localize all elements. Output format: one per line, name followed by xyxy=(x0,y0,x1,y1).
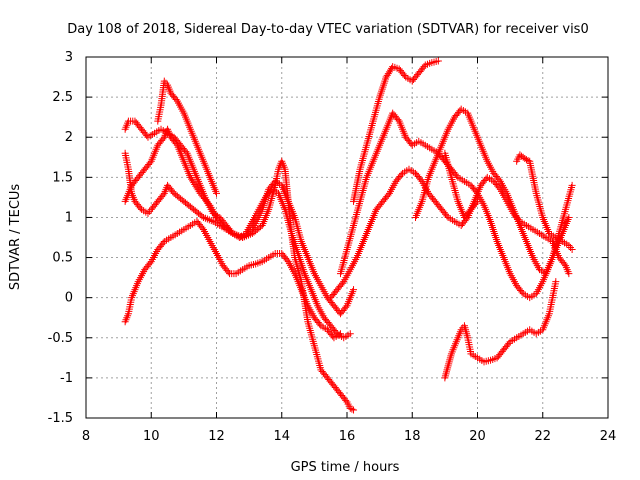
data-point-marker xyxy=(518,288,526,296)
y-tick-label: 0.5 xyxy=(52,251,73,266)
grid-lines xyxy=(86,57,608,418)
data-point-marker xyxy=(434,57,442,65)
series-track-e xyxy=(154,77,220,197)
data-marks xyxy=(121,57,576,414)
data-point-marker xyxy=(213,189,220,197)
series-track-i xyxy=(441,278,560,382)
data-point-marker xyxy=(159,191,167,199)
data-point-marker xyxy=(198,224,206,232)
y-tick-label: 3 xyxy=(65,50,73,65)
y-axis-label: SDTVAR / TECUs xyxy=(8,184,23,291)
x-tick-label: 22 xyxy=(534,429,551,444)
series-track-c xyxy=(121,117,354,342)
data-point-marker xyxy=(505,339,513,347)
data-point-marker xyxy=(495,176,503,184)
data-point-marker xyxy=(338,279,346,287)
x-tick-label: 16 xyxy=(339,429,356,444)
data-point-marker xyxy=(417,176,425,184)
data-point-marker xyxy=(346,404,354,412)
y-tick-label: 2 xyxy=(65,130,73,145)
data-point-marker xyxy=(384,191,392,199)
data-point-marker xyxy=(397,171,405,179)
series-track-f xyxy=(350,57,442,205)
x-axis-label: GPS time / hours xyxy=(291,460,400,475)
y-tick-label: 1.5 xyxy=(52,170,73,185)
chart-title: Day 108 of 2018, Sidereal Day-to-day VTE… xyxy=(67,22,588,37)
data-point-marker xyxy=(159,135,167,143)
data-point-marker xyxy=(474,197,481,205)
data-point-marker xyxy=(190,179,198,187)
data-point-marker xyxy=(228,228,236,236)
data-point-marker xyxy=(346,330,354,338)
x-tick-label: 8 xyxy=(82,429,90,444)
data-point-marker xyxy=(443,212,451,220)
data-point-marker xyxy=(224,268,232,276)
series-track-d xyxy=(121,217,344,342)
data-point-marker xyxy=(169,188,177,196)
data-point-marker xyxy=(568,181,576,189)
x-tick-label: 18 xyxy=(404,429,421,444)
data-point-marker xyxy=(350,406,358,414)
x-tick-label: 20 xyxy=(469,429,486,444)
data-point-marker xyxy=(186,173,194,181)
data-point-marker xyxy=(350,286,358,294)
data-point-marker xyxy=(472,199,480,207)
data-point-marker xyxy=(187,175,195,183)
data-point-marker xyxy=(342,396,350,404)
series-track-g xyxy=(336,109,573,302)
data-point-marker xyxy=(198,212,206,220)
series-track-l xyxy=(441,149,481,221)
y-tick-label: -1.5 xyxy=(48,411,73,426)
data-point-marker xyxy=(568,246,576,254)
x-tick-label: 24 xyxy=(600,429,617,444)
data-point-marker xyxy=(560,260,568,268)
x-tick-label: 14 xyxy=(273,429,290,444)
y-tick-label: 2.5 xyxy=(52,90,73,105)
data-point-marker xyxy=(348,405,356,413)
y-tick-label: 1 xyxy=(65,210,73,225)
data-point-marker xyxy=(189,177,197,185)
data-point-marker xyxy=(159,239,167,247)
data-point-marker xyxy=(172,96,180,104)
x-tick-label: 10 xyxy=(143,429,160,444)
data-point-marker xyxy=(146,159,154,167)
data-point-marker xyxy=(283,256,291,264)
series-track-k xyxy=(513,151,576,254)
data-point-marker xyxy=(394,116,402,124)
data-point-marker xyxy=(146,259,154,267)
data-point-marker xyxy=(316,320,324,328)
data-point-marker xyxy=(453,172,461,180)
series-track-j xyxy=(412,105,576,278)
data-point-marker xyxy=(552,278,560,286)
data-point-marker xyxy=(342,303,350,311)
data-point-marker xyxy=(336,330,344,338)
data-point-marker xyxy=(191,180,199,188)
y-tick-label: -1 xyxy=(60,371,73,386)
data-point-marker xyxy=(565,213,573,221)
data-point-marker xyxy=(136,204,144,212)
data-point-marker xyxy=(522,156,530,164)
data-point-marker xyxy=(565,270,573,278)
y-tick-label: -0.5 xyxy=(48,331,73,346)
x-tick-label: 12 xyxy=(208,429,225,444)
data-point-marker xyxy=(182,148,190,156)
data-point-marker xyxy=(400,71,408,79)
series-track-b xyxy=(121,125,358,318)
axis-ticks: 8 10 12 14 16 18 20 22 24 -1.5 -1 -0.5 0 0.5 1 1.5 2 2.5 3 xyxy=(48,50,617,444)
data-point-marker xyxy=(192,182,200,190)
y-tick-label: 0 xyxy=(65,291,73,306)
